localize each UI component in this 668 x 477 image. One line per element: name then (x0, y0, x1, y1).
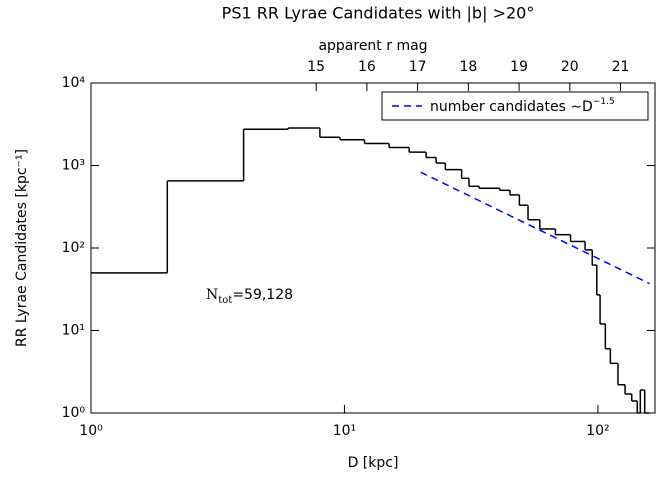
x2-axis-label: apparent r mag (318, 38, 427, 54)
legend-label: number candidates ∼D−1.5 (430, 97, 615, 116)
annotation-subscript: tot (218, 295, 232, 306)
annotation-base: N (206, 287, 218, 303)
y-tick-label: 10⁰ (62, 405, 86, 421)
x2-tick-label: 16 (358, 59, 376, 75)
y-axis-label: RR Lyrae Candidates [kpc⁻¹] (14, 149, 30, 347)
x-tick-label: 10² (586, 423, 609, 439)
legend-label-text: number candidates ∼D (430, 99, 593, 115)
x-axis-label: D [kpc] (348, 455, 399, 471)
x-tick-label: 10⁰ (79, 423, 103, 439)
x2-tick-label: 17 (409, 59, 427, 75)
annotation: Ntot=59,128 (206, 287, 293, 306)
legend-box (381, 91, 649, 121)
y-tick-label: 10¹ (62, 323, 85, 339)
y-tick-label: 10² (62, 240, 85, 256)
x2-tick-label: 15 (307, 59, 325, 75)
y-tick-label: 10³ (62, 158, 85, 174)
chart-title: PS1 RR Lyrae Candidates with |b| >20° (222, 4, 535, 23)
x2-tick-label: 19 (510, 59, 528, 75)
x2-tick-label: 18 (459, 59, 477, 75)
plot-frame (90, 82, 656, 414)
power-law-line (420, 171, 650, 285)
y-tick-label: 10⁴ (62, 75, 86, 91)
x2-tick-label: 20 (561, 59, 579, 75)
legend-label-exponent: −1.5 (593, 97, 615, 107)
x-tick-label: 10¹ (333, 423, 356, 439)
annotation-text: =59,128 (232, 287, 293, 303)
x2-tick-label: 21 (612, 59, 630, 75)
